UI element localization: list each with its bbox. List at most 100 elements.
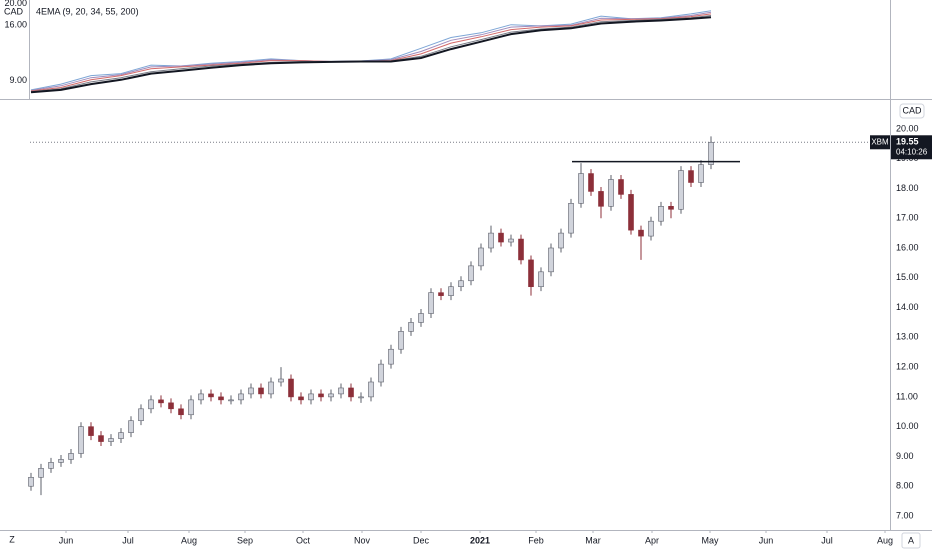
candle-body — [688, 170, 694, 183]
candle-body — [348, 387, 354, 398]
symbol-label: XBM — [871, 137, 889, 146]
candle-body — [328, 393, 334, 398]
candle-body — [508, 238, 514, 243]
candle-body — [438, 292, 444, 296]
y-tick-label: 8.00 — [896, 481, 914, 491]
y-tick-label: 14.00 — [896, 302, 919, 312]
candle-body — [608, 179, 614, 207]
candle-body — [368, 381, 374, 398]
candle-body — [698, 164, 704, 183]
last-price-badge — [891, 135, 932, 160]
candle-body — [178, 408, 184, 416]
candle-body — [498, 232, 504, 243]
candle-body — [108, 438, 114, 442]
candle-body — [268, 381, 274, 395]
candle-body — [538, 271, 544, 288]
x-tick-label: Jun — [759, 535, 774, 545]
candle-body — [398, 331, 404, 350]
candle-body — [418, 313, 424, 323]
candle-body — [298, 396, 304, 401]
candle-body — [428, 292, 434, 314]
y-tick-label: 20.00 — [4, 0, 27, 8]
candle-body — [308, 393, 314, 401]
last-price-label: 19.55 — [896, 137, 919, 147]
currency-badge[interactable] — [899, 103, 925, 119]
y-tick-label: 20.00 — [896, 123, 919, 133]
x-tick-label: Oct — [296, 535, 311, 545]
candle-body — [38, 468, 44, 478]
candle-body — [628, 194, 634, 231]
y-tick-label: 17.00 — [896, 213, 919, 223]
y-tick-label: 11.00 — [896, 391, 918, 401]
candle-body — [78, 426, 84, 454]
candle-body — [148, 399, 154, 410]
candle-body — [228, 399, 234, 402]
candle-body — [708, 141, 714, 165]
x-tick-label: Aug — [877, 535, 893, 545]
candle-body — [488, 232, 494, 249]
candle-body — [658, 206, 664, 222]
x-tick-label: Jun — [59, 535, 74, 545]
candle-body — [258, 387, 264, 395]
candle-body — [588, 173, 594, 192]
price-currency: CAD — [902, 105, 922, 115]
candle-body — [478, 247, 484, 267]
auto-scale-button[interactable]: A — [908, 535, 914, 545]
candle-body — [528, 259, 534, 288]
x-tick-label: May — [701, 535, 719, 545]
candle-body — [128, 420, 134, 433]
candle-body — [338, 387, 344, 395]
ema-line — [30, 11, 712, 91]
candle-body — [118, 432, 124, 439]
x-tick-label: Aug — [181, 535, 197, 545]
candle-body — [188, 399, 194, 416]
candle-body — [168, 402, 174, 410]
candle-body — [288, 378, 294, 398]
y-tick-label: 15.00 — [896, 272, 919, 282]
zoom-button[interactable]: Z — [9, 534, 15, 544]
candle-body — [28, 476, 34, 487]
candle-body — [358, 396, 364, 399]
candle-body — [548, 247, 554, 273]
x-tick-label: Nov — [354, 535, 371, 545]
y-tick-label: 16.00 — [4, 20, 27, 30]
candle-body — [458, 280, 464, 288]
candle-body — [388, 348, 394, 365]
candle-body — [578, 173, 584, 204]
candle-body — [558, 232, 564, 249]
candle-body — [448, 286, 454, 296]
x-tick-label: Sep — [237, 535, 253, 545]
countdown-label: 04:10:26 — [896, 147, 928, 156]
candle-body — [278, 378, 284, 383]
candle-body — [318, 393, 324, 398]
candle-body — [238, 393, 244, 401]
candle-body — [638, 229, 644, 237]
y-tick-label: 7.00 — [896, 510, 914, 520]
x-tick-label: 2021 — [470, 535, 490, 545]
candle-body — [468, 265, 474, 282]
indicator-currency: CAD — [4, 6, 24, 16]
candle-body — [678, 170, 684, 210]
candle-body — [248, 387, 254, 395]
candle-body — [208, 393, 214, 398]
ema-line — [30, 16, 712, 94]
candle-body — [68, 453, 74, 460]
candle-body — [98, 435, 104, 442]
x-tick-label: Feb — [528, 535, 544, 545]
indicator-title: 4EMA (9, 20, 34, 55, 200) — [36, 6, 139, 16]
x-tick-label: Jul — [122, 535, 134, 545]
auto-scale-box[interactable] — [901, 532, 921, 549]
x-tick-label: Mar — [585, 535, 601, 545]
candle-body — [138, 408, 144, 422]
candle-body — [598, 191, 604, 207]
candle-body — [518, 238, 524, 261]
y-tick-label: 13.00 — [896, 332, 919, 342]
y-tick-label: 16.00 — [896, 242, 919, 252]
candle-body — [48, 462, 54, 469]
y-tick-label: 9.00 — [9, 75, 27, 85]
candle-body — [58, 459, 64, 463]
candle-body — [668, 206, 674, 210]
x-tick-label: Jul — [821, 535, 833, 545]
